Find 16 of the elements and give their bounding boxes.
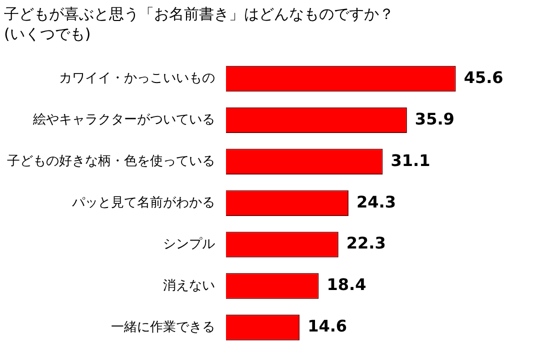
data-label: 45.6 xyxy=(464,68,504,87)
y-tick-label: 一緒に作業できる xyxy=(111,320,215,335)
chart-title: 子どもが喜ぶと思う「お名前書き」はどんなものですか？ xyxy=(4,4,394,23)
y-tick-label: シンプル xyxy=(163,236,215,252)
y-tick-label: カワイイ・かっこいいもの xyxy=(59,71,215,86)
y-tick-label: パッと見て名前がわかる xyxy=(71,195,215,210)
y-tick-label: 子どもの好きな柄・色を使っている xyxy=(7,154,215,170)
data-label: 14.6 xyxy=(308,316,348,336)
data-label: 24.3 xyxy=(356,192,396,212)
text: (いくつでも) xyxy=(4,24,91,43)
data-label: 31.1 xyxy=(390,150,430,170)
data-label: 18.4 xyxy=(326,275,366,294)
y-tick-label: 消えない xyxy=(163,278,215,294)
y-tick-label: 絵やキャラクターがついている xyxy=(32,112,215,128)
data-label: 35.9 xyxy=(414,109,454,128)
data-label: 22.3 xyxy=(346,234,386,253)
